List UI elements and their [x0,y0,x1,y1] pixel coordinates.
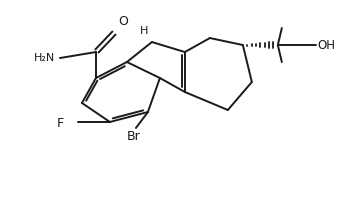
Text: H: H [139,26,148,36]
Text: H₂N: H₂N [34,53,55,63]
Text: F: F [57,117,64,130]
Text: OH: OH [318,39,336,52]
Text: Br: Br [127,130,141,143]
Text: O: O [118,15,128,28]
